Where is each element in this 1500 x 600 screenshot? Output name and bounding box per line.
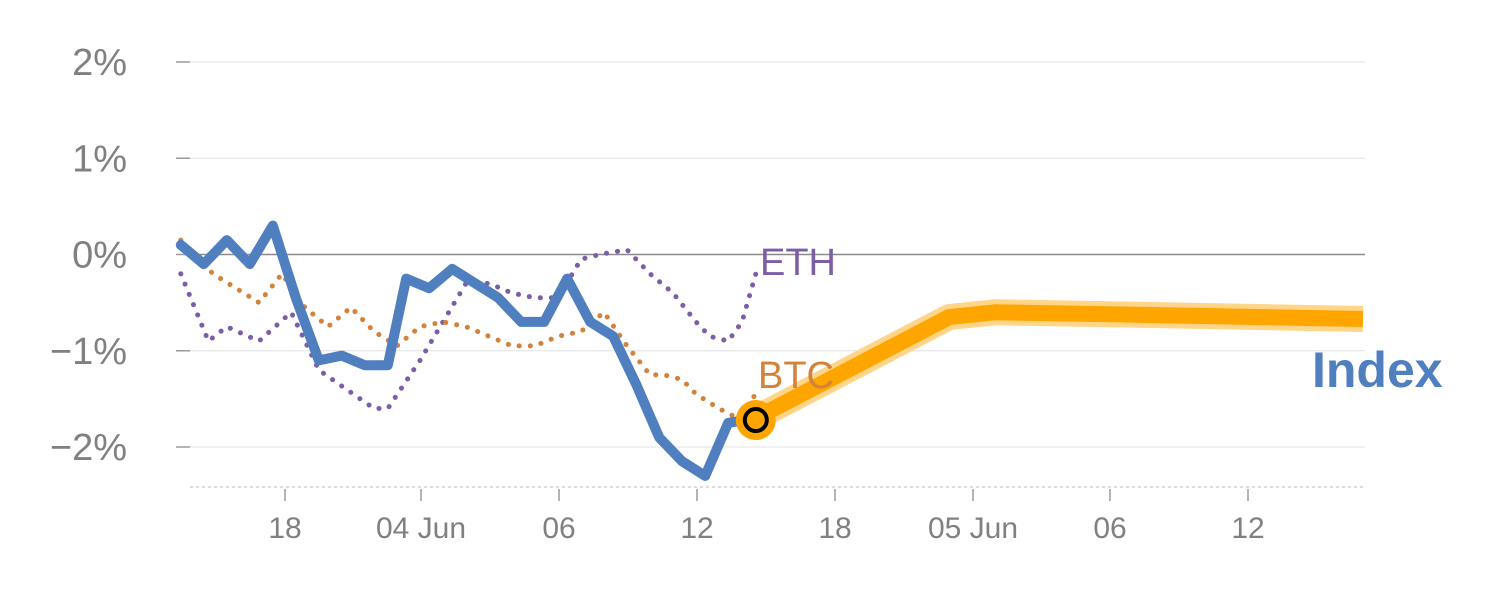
series-line-btc	[178, 237, 759, 421]
y-tick-label: −2%	[50, 427, 127, 469]
y-tick-label: 2%	[72, 42, 127, 84]
index-label: Index	[1312, 342, 1443, 398]
x-tick-label: 06	[1093, 512, 1126, 545]
y-axis: 2% 1% 0% −1% −2%	[50, 42, 190, 469]
y-tick-label: −1%	[50, 331, 127, 373]
x-tick-label: 18	[818, 512, 851, 545]
series-line-index	[175, 220, 761, 481]
x-tick-label: 12	[680, 512, 713, 545]
x-tick-label: 05 Jun	[928, 512, 1018, 545]
x-tick-label: 06	[542, 512, 575, 545]
x-tick-label: 04 Jun	[376, 512, 466, 545]
x-tick-label: 18	[268, 512, 301, 545]
btc-label: BTC	[758, 355, 834, 397]
series-lines	[175, 220, 1364, 481]
x-axis: 18 04 Jun 06 12 18 05 Jun 06 12	[190, 486, 1365, 545]
x-tick-label: 12	[1231, 512, 1264, 545]
marker-point	[742, 407, 769, 434]
y-tick-label: 1%	[72, 138, 127, 180]
series-line-index-projection	[752, 304, 1364, 426]
eth-label: ETH	[760, 242, 836, 284]
y-tick-label: 0%	[72, 235, 127, 277]
current-marker	[735, 400, 776, 441]
